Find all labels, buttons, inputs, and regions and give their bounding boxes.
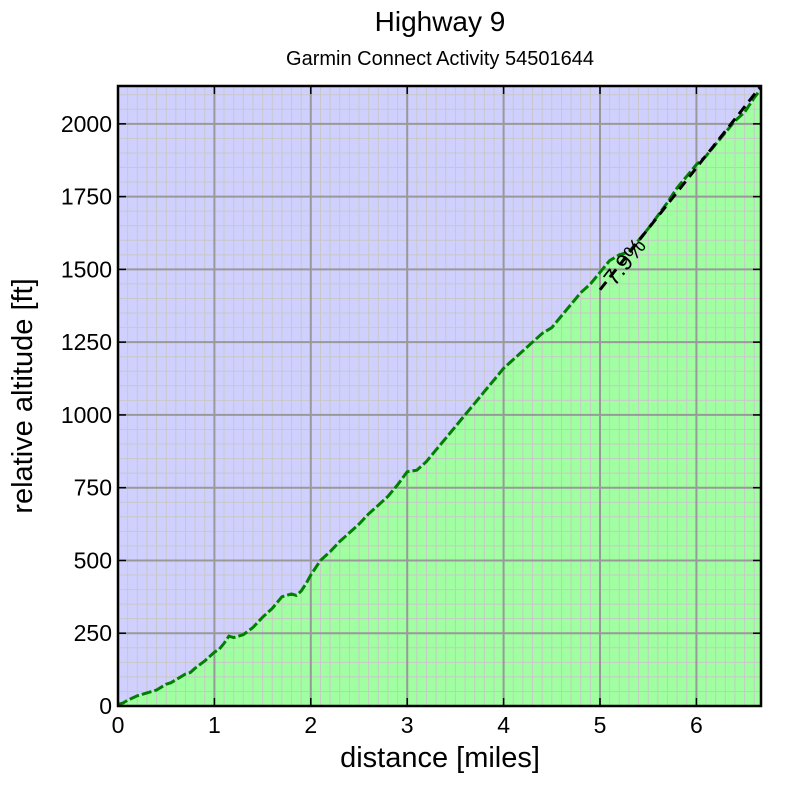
- y-tick-label: 0: [99, 693, 112, 719]
- chart-subtitle: Garmin Connect Activity 54501644: [286, 48, 594, 70]
- y-tick-label: 500: [74, 547, 112, 573]
- major-grid: [118, 86, 761, 706]
- x-tick-labels: 0 1 2 3 4 5 6: [112, 712, 703, 738]
- x-tick-label: 1: [208, 712, 221, 738]
- y-tick-label: 250: [74, 620, 112, 646]
- x-axis-label: distance [miles]: [340, 742, 540, 774]
- y-tick-label: 1000: [61, 402, 112, 428]
- x-tick-label: 4: [497, 712, 510, 738]
- y-tick-label: 2000: [61, 111, 112, 137]
- y-tick-label: 750: [74, 475, 112, 501]
- y-tick-label: 1500: [61, 256, 112, 282]
- x-tick-label: 2: [304, 712, 317, 738]
- tick-marks: [117, 86, 761, 707]
- x-tick-label: 5: [594, 712, 607, 738]
- trend-line: [598, 86, 761, 291]
- y-axis-label: relative altitude [ft]: [7, 278, 39, 513]
- y-tick-label: 1750: [61, 184, 112, 210]
- x-tick-label: 3: [401, 712, 414, 738]
- y-tick-label: 1250: [61, 329, 112, 355]
- plot-border: [116, 84, 763, 708]
- elevation-line: [118, 87, 761, 706]
- y-tick-labels: 0 250 500 750 1000 1250 1500 1750 2000: [61, 111, 112, 719]
- x-tick-label: 0: [112, 712, 125, 738]
- x-tick-label: 6: [690, 712, 703, 738]
- chart-title: Highway 9: [375, 6, 506, 37]
